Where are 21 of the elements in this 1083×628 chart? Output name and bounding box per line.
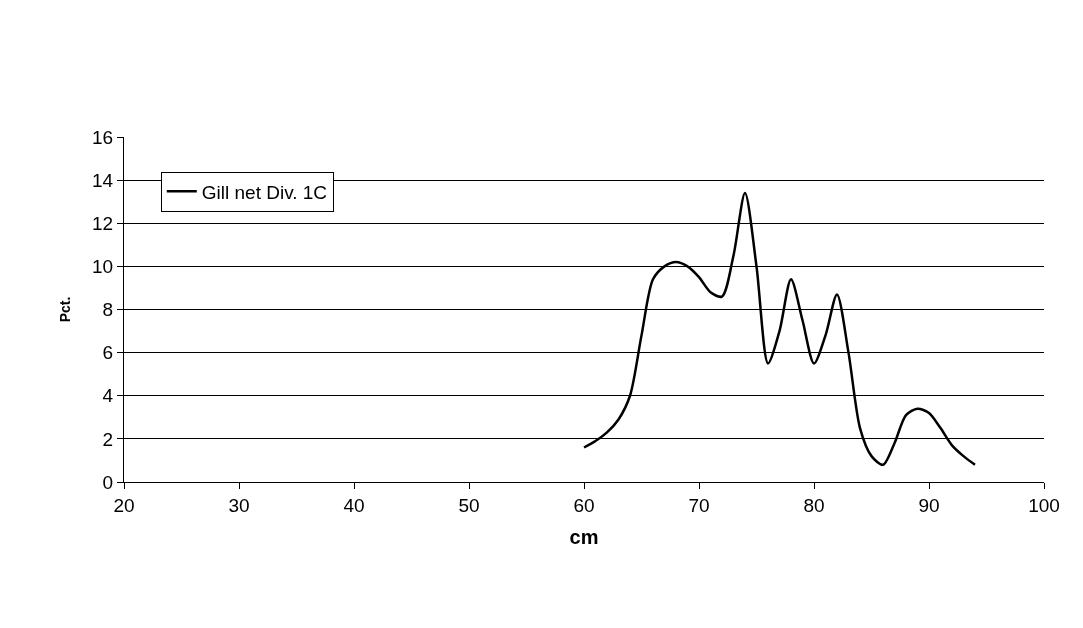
y-tick-label: 4 (102, 385, 114, 407)
x-tick-label: 40 (343, 494, 365, 516)
y-tick-label: 10 (92, 256, 114, 278)
y-tick-label: 2 (102, 428, 114, 450)
y-tick-label: 16 (92, 126, 114, 148)
y-tick-label: 12 (92, 212, 114, 234)
y-tick-label: 14 (92, 169, 114, 191)
x-tick-label: 100 (1028, 494, 1060, 516)
y-tick-label: 6 (102, 342, 114, 364)
y-axis-title: Pct. (56, 296, 73, 323)
x-tick-label: 20 (113, 494, 135, 516)
legend-label: Gill net Div. 1C (201, 181, 328, 203)
x-tick-label: 50 (458, 494, 480, 516)
x-axis-title: cm (569, 526, 599, 549)
y-tick-label: 8 (102, 299, 114, 321)
x-tick-label: 60 (573, 494, 595, 516)
y-tick-label: 0 (102, 471, 114, 493)
x-tick-label: 30 (228, 494, 250, 516)
x-tick-label: 80 (803, 494, 825, 516)
x-tick-label: 70 (688, 494, 710, 516)
x-tick-label: 90 (918, 494, 940, 516)
